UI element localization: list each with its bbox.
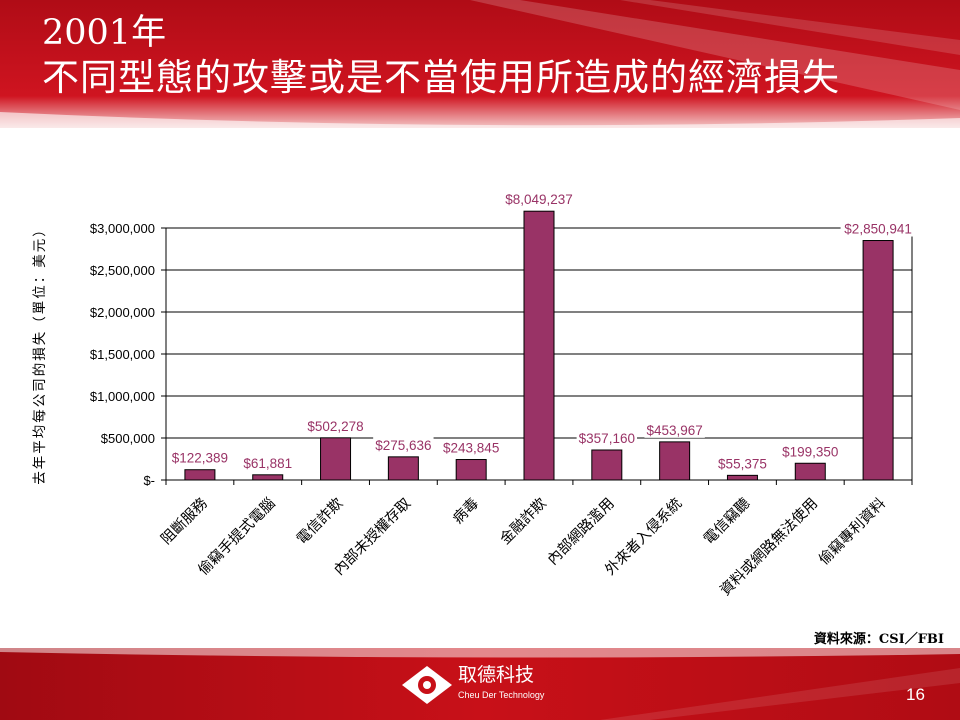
data-labels: $122,389 $61,881 $502,278 $275,636 $243,845 $… bbox=[169, 191, 916, 472]
company-english-name: Cheu Der Technology bbox=[458, 690, 545, 700]
y-tick-label: $2,000,000 bbox=[90, 305, 155, 320]
data-label: $453,967 bbox=[646, 423, 702, 438]
data-label: $243,845 bbox=[443, 441, 499, 456]
x-category-label: 金融詐欺 bbox=[497, 494, 550, 547]
data-label-bg bbox=[373, 436, 434, 453]
data-label: $55,375 bbox=[718, 456, 767, 471]
header-band bbox=[0, 0, 960, 128]
bar bbox=[862, 240, 894, 481]
company-logo bbox=[402, 666, 452, 704]
data-label: $199,350 bbox=[782, 444, 838, 459]
data-label-bg bbox=[169, 449, 231, 466]
y-tick-label: $1,000,000 bbox=[90, 389, 155, 404]
bar bbox=[320, 437, 352, 481]
bar bbox=[455, 459, 487, 481]
data-label: $502,278 bbox=[307, 419, 363, 434]
y-tick-label: $1,500,000 bbox=[90, 347, 155, 362]
y-axis-ticks: $- $500,000 $1,000,000 $1,500,000 $2,000,000… bbox=[90, 221, 913, 488]
bar bbox=[794, 462, 826, 481]
data-label: $275,636 bbox=[375, 438, 431, 453]
y-tick-label: $3,000,000 bbox=[90, 221, 155, 236]
bar bbox=[387, 456, 419, 481]
bar bbox=[523, 210, 555, 481]
bar bbox=[252, 474, 284, 481]
data-label-bg bbox=[241, 454, 295, 471]
bar bbox=[184, 469, 216, 481]
slide-title: 2001年 不同型態的攻擊或是不當使用所造成的經濟損失 bbox=[42, 12, 840, 102]
data-label: $8,049,237 bbox=[505, 192, 573, 207]
bar bbox=[591, 449, 623, 481]
x-category-label: 電信詐欺 bbox=[293, 494, 346, 547]
data-label: $61,881 bbox=[243, 456, 292, 471]
data-label: $357,160 bbox=[579, 431, 635, 446]
bar bbox=[659, 441, 691, 481]
bar bbox=[726, 474, 758, 481]
bars bbox=[184, 210, 894, 481]
data-label: $2,850,941 bbox=[844, 222, 912, 237]
bar-chart: $- $500,000 $1,000,000 $1,500,000 $2,000,000… bbox=[32, 191, 916, 600]
data-label-bg bbox=[305, 417, 366, 434]
data-label: $122,389 bbox=[172, 451, 228, 466]
data-label-bg bbox=[840, 220, 916, 237]
x-category-label: 電信竊聽 bbox=[700, 494, 753, 547]
data-label-bg bbox=[501, 191, 577, 208]
data-label-bg bbox=[715, 455, 770, 472]
data-label-bg bbox=[780, 443, 841, 460]
source-note: 資料來源：CSI／FBI bbox=[813, 632, 944, 647]
company-name: 取德科技 bbox=[458, 664, 535, 686]
x-category-label: 偷竊專利資料 bbox=[815, 495, 889, 569]
slide-title-line2: 不同型態的攻擊或是不當使用所造成的經濟損失 bbox=[42, 56, 840, 99]
y-tick-label: $500,000 bbox=[101, 431, 155, 446]
page-number: 16 bbox=[906, 685, 925, 704]
x-category-label: 阻斷服務 bbox=[158, 494, 211, 547]
slide-title-line1: 2001年 bbox=[42, 13, 167, 53]
data-label-bg bbox=[440, 439, 502, 456]
x-category-label: 內部網路濫用 bbox=[544, 495, 618, 569]
data-label-bg bbox=[576, 429, 638, 446]
y-tick-label: $2,500,000 bbox=[90, 263, 155, 278]
footer-band bbox=[0, 648, 960, 720]
y-axis-title: 去年平均每公司的損失（單位：美元） bbox=[32, 221, 48, 485]
y-tick-label: $- bbox=[143, 473, 155, 488]
x-category-label: 病毒 bbox=[449, 495, 482, 528]
data-label-bg bbox=[644, 421, 705, 438]
